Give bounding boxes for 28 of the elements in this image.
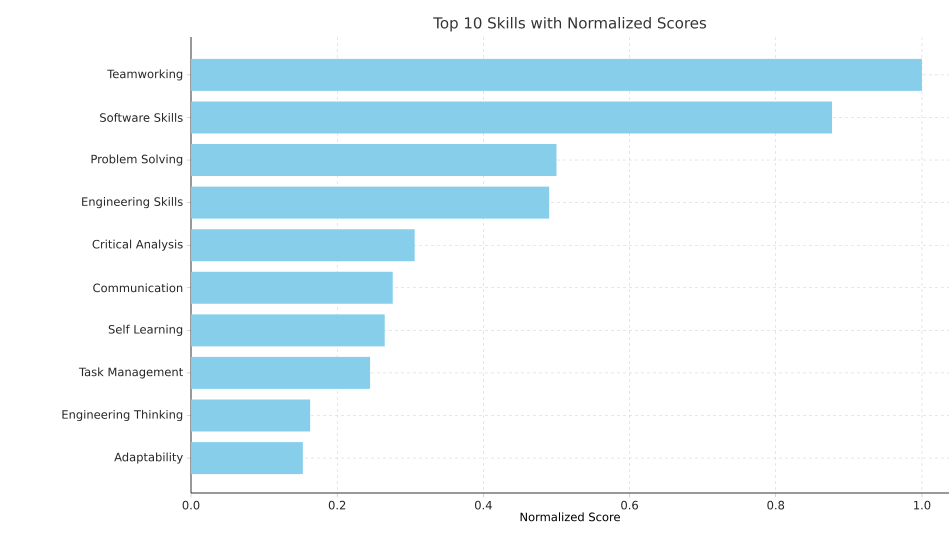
x-axis-title: Normalized Score: [520, 512, 620, 522]
bar: [191, 101, 832, 134]
bar: [191, 272, 393, 304]
x-tick-label: 0.8: [767, 500, 784, 510]
bar: [191, 314, 385, 346]
y-tick-label: Engineering Thinking: [62, 410, 182, 422]
x-tick-label: 0.4: [475, 500, 492, 510]
y-tick-label: Critical Analysis: [92, 240, 183, 251]
y-tick-label: Adaptability: [114, 452, 183, 464]
x-tick-label: 0.6: [621, 500, 638, 510]
chart-title: Top 10 Skills with Normalized Scores: [433, 16, 706, 32]
x-tick-label: 0.2: [328, 500, 346, 510]
y-tick-label: Problem Solving: [92, 154, 182, 166]
bar: [191, 400, 310, 432]
y-tick-label: Engineering Skills: [82, 197, 183, 208]
bar: [191, 144, 556, 176]
y-tick-label: Task Management: [78, 367, 183, 378]
bar: [191, 186, 550, 219]
x-tick-label: 0.0: [182, 500, 200, 510]
bar: [191, 356, 370, 389]
bar: [191, 229, 415, 262]
bar: [191, 58, 922, 91]
y-tick-label: Communication: [93, 283, 182, 292]
y-tick-label: Software Skills: [100, 113, 183, 122]
x-tick-label: 1.0: [914, 500, 930, 510]
y-tick-label: Self Learning: [108, 324, 182, 336]
y-tick-label: Teamworking: [107, 69, 182, 80]
bar: [191, 442, 303, 474]
